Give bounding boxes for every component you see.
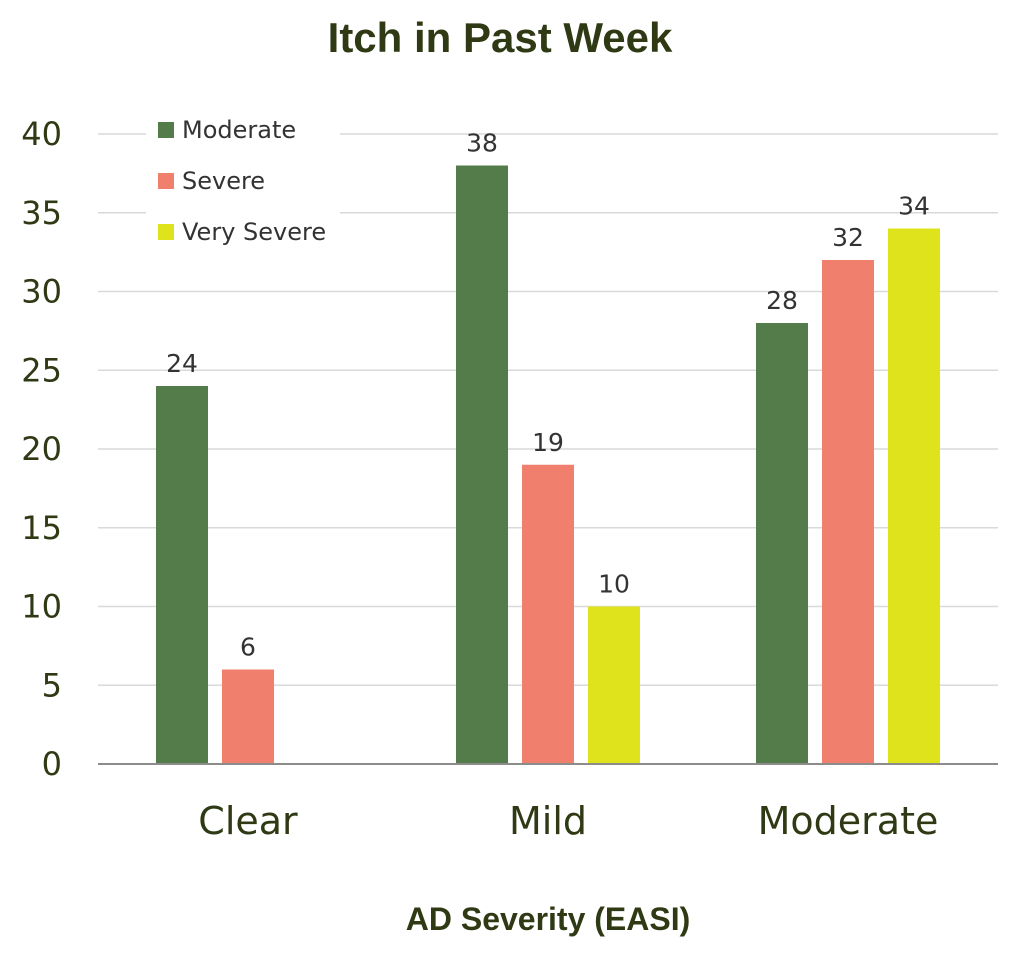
data-label: 10 — [598, 570, 630, 599]
x-axis-ticks: Clear Mild Moderate — [198, 799, 938, 843]
y-tick-label: 0 — [42, 745, 62, 783]
y-tick-label: 10 — [21, 588, 62, 626]
y-tick-label: 25 — [21, 351, 62, 389]
x-tick-label: Clear — [198, 799, 298, 843]
bar-clear-moderate — [156, 386, 208, 764]
bar-moderate-very-severe — [888, 228, 940, 764]
data-label: 38 — [466, 129, 498, 158]
bar-clear-severe — [222, 669, 274, 764]
bar-mild-very-severe — [588, 606, 640, 764]
legend-swatch — [158, 173, 174, 189]
legend-label: Very Severe — [182, 218, 326, 246]
y-tick-label: 35 — [21, 194, 62, 232]
data-label: 24 — [166, 349, 198, 378]
chart-title: Itch in Past Week — [328, 14, 673, 61]
legend-swatch — [158, 224, 174, 240]
bar-moderate-severe — [822, 260, 874, 764]
y-tick-label: 15 — [21, 509, 62, 547]
x-axis-label: AD Severity (EASI) — [406, 901, 691, 937]
legend-label: Moderate — [182, 116, 296, 144]
legend-background — [146, 112, 340, 265]
data-label: 19 — [532, 428, 564, 457]
data-labels: 24 6 38 19 10 28 32 34 — [166, 129, 930, 662]
data-label: 34 — [898, 192, 930, 221]
bars — [156, 165, 940, 764]
y-tick-label: 20 — [21, 430, 62, 468]
legend-swatch — [158, 122, 174, 138]
data-label: 6 — [240, 633, 256, 662]
bar-moderate-moderate — [756, 323, 808, 764]
x-tick-label: Mild — [509, 799, 587, 843]
bar-mild-moderate — [456, 165, 508, 764]
bar-mild-severe — [522, 464, 574, 764]
legend: Moderate Severe Very Severe — [146, 112, 340, 265]
data-label: 32 — [832, 223, 864, 252]
x-tick-label: Moderate — [758, 799, 939, 843]
legend-label: Severe — [182, 167, 265, 195]
y-axis-ticks: 0 5 10 15 20 25 30 35 40 — [21, 115, 62, 783]
y-tick-label: 40 — [21, 115, 62, 153]
y-tick-label: 30 — [21, 273, 62, 311]
data-label: 28 — [766, 286, 798, 315]
y-tick-label: 5 — [42, 666, 62, 704]
